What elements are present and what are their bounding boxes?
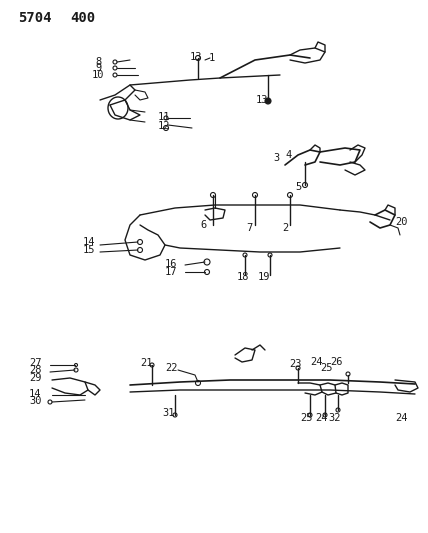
- Text: 23: 23: [289, 359, 301, 369]
- Text: 15: 15: [83, 245, 95, 255]
- Text: 32: 32: [328, 413, 341, 423]
- Text: 13: 13: [190, 52, 202, 62]
- Text: 14: 14: [29, 389, 42, 399]
- Text: 17: 17: [165, 267, 178, 277]
- Text: 10: 10: [92, 70, 104, 80]
- Text: 8: 8: [95, 57, 101, 67]
- Text: 7: 7: [246, 223, 252, 233]
- Text: 25: 25: [320, 363, 333, 373]
- Text: 30: 30: [29, 396, 42, 406]
- Text: 16: 16: [165, 259, 178, 269]
- Text: 6: 6: [200, 220, 206, 230]
- Text: 31: 31: [162, 408, 175, 418]
- Text: 22: 22: [165, 363, 178, 373]
- Circle shape: [265, 98, 271, 104]
- Text: 9: 9: [95, 63, 101, 73]
- Text: 25: 25: [300, 413, 312, 423]
- Text: 12: 12: [158, 121, 170, 131]
- Text: 13: 13: [256, 95, 268, 105]
- Text: 20: 20: [395, 217, 407, 227]
- Text: 2: 2: [282, 223, 288, 233]
- Text: 24: 24: [395, 413, 407, 423]
- Text: 29: 29: [29, 373, 42, 383]
- Text: 24: 24: [315, 413, 327, 423]
- Text: 3: 3: [273, 153, 279, 163]
- Text: 14: 14: [83, 237, 95, 247]
- Text: 26: 26: [330, 357, 342, 367]
- Text: 19: 19: [258, 272, 270, 282]
- Text: 28: 28: [29, 365, 42, 375]
- Text: 400: 400: [70, 11, 95, 25]
- Text: 18: 18: [237, 272, 250, 282]
- Text: 11: 11: [158, 112, 170, 122]
- Text: 27: 27: [29, 358, 42, 368]
- Text: 21: 21: [140, 358, 152, 368]
- Text: 5704: 5704: [18, 11, 51, 25]
- Text: 1: 1: [209, 53, 215, 63]
- Text: 5: 5: [295, 182, 301, 192]
- Text: 24: 24: [310, 357, 323, 367]
- Text: 4: 4: [285, 150, 291, 160]
